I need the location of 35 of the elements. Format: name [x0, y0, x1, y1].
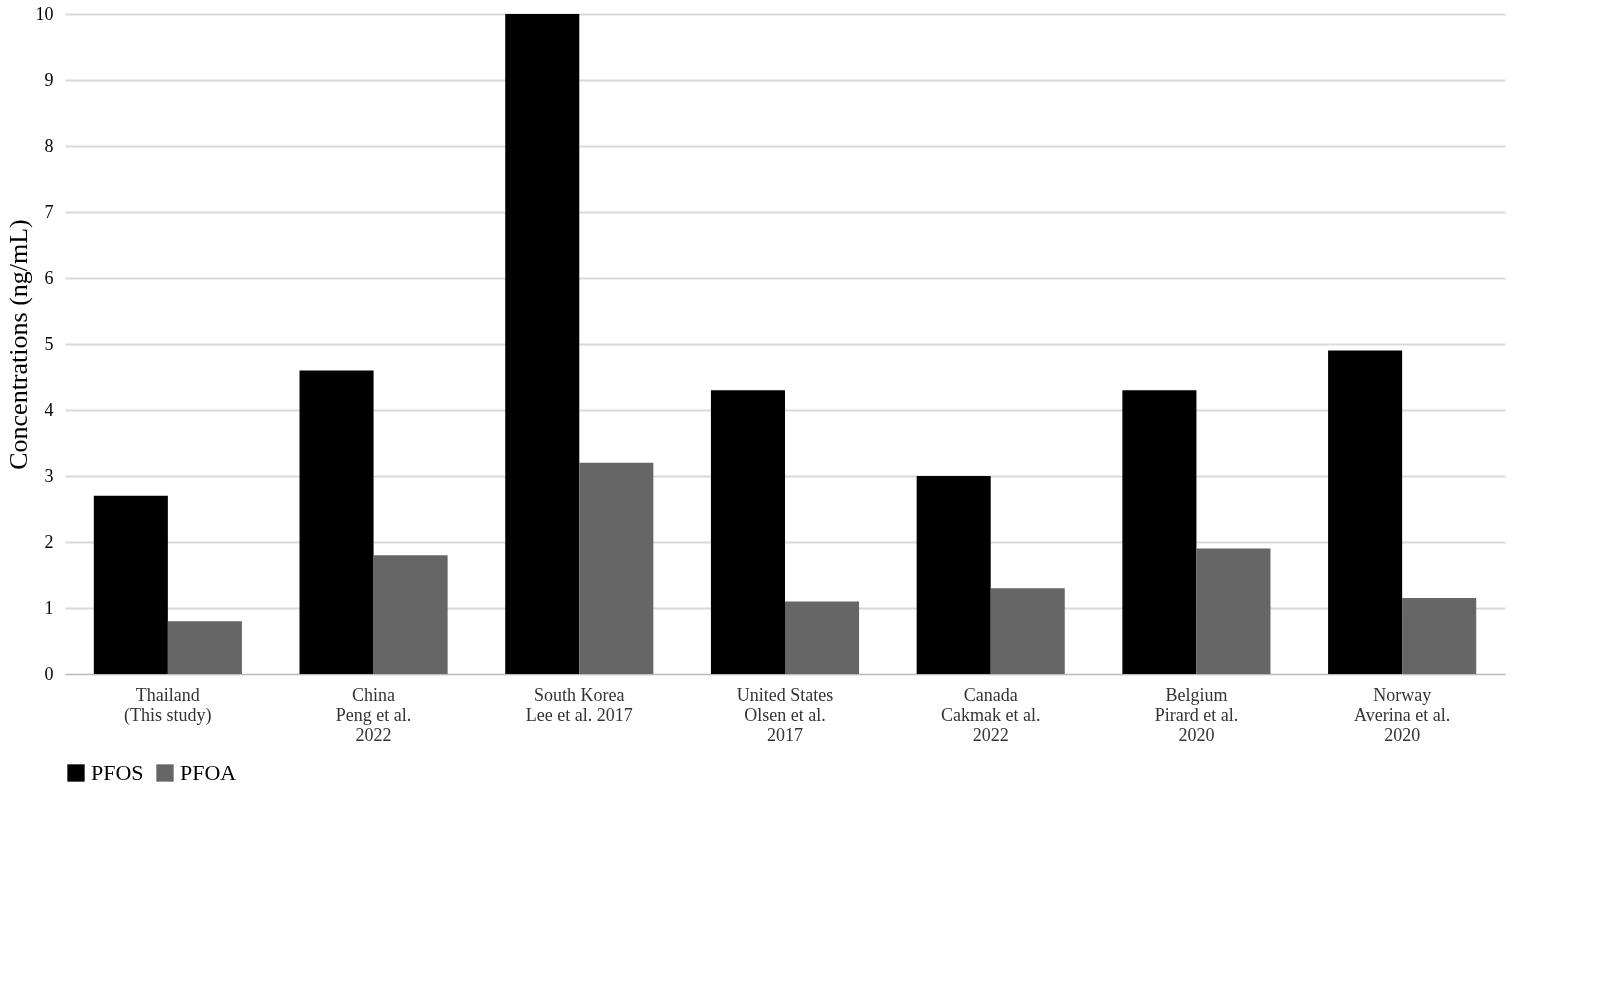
y-tick-label: 1 [44, 597, 54, 618]
y-tick-label: 9 [44, 69, 54, 90]
x-tick-label: Thailand (This study) [124, 684, 212, 726]
bar [299, 370, 374, 674]
y-tick-label: 7 [44, 201, 54, 222]
y-tick-label: 3 [44, 465, 54, 486]
bar [710, 390, 785, 674]
bar [1328, 350, 1403, 674]
y-tick-label: 8 [44, 135, 54, 156]
bar [1122, 390, 1197, 674]
bar [1196, 548, 1271, 674]
bar [1402, 598, 1477, 674]
legend-label: PFOA [180, 760, 237, 785]
x-tick-label: South Korea Lee et al. 2017 [525, 684, 633, 725]
y-tick-label: 2 [44, 531, 54, 552]
x-tick-label: Norway Averina et al. 2020 [1354, 684, 1451, 745]
x-tick-label: Belgium Pirard et al. 2020 [1154, 684, 1239, 745]
y-tick-label: 5 [44, 333, 54, 354]
x-tick-label: United States Olsen et al. 2017 [736, 684, 834, 745]
bar [916, 476, 991, 674]
bar [373, 555, 448, 674]
bar [93, 495, 168, 674]
y-tick-label: 4 [44, 399, 54, 420]
x-tick-label: China Peng et al. 2022 [335, 684, 412, 745]
y-tick-label: 0 [44, 663, 54, 684]
y-tick-label: 10 [35, 3, 54, 24]
bar [990, 588, 1065, 674]
legend-label: PFOS [91, 760, 144, 785]
y-tick-label: 6 [44, 267, 54, 288]
x-tick-label: Canada Cakmak et al. 2022 [940, 684, 1041, 745]
bar [785, 601, 860, 674]
y-axis-title: Concentrations (ng/mL) [3, 219, 33, 470]
bar [167, 621, 242, 674]
bar [579, 462, 654, 674]
bar [505, 14, 580, 674]
